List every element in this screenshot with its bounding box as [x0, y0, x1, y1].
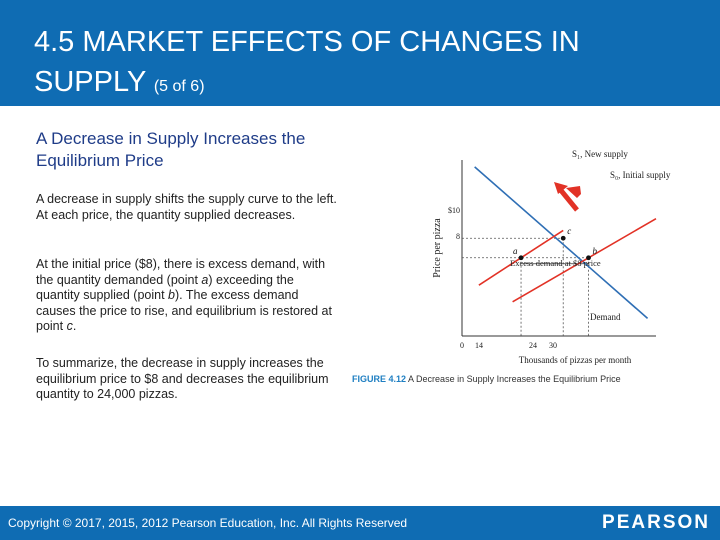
slide-title-sub: (5 of 6) — [153, 78, 205, 95]
p2-text-c: ). The excess demand causes the price to… — [36, 288, 332, 333]
label-excess: Excess demand at $8 price — [510, 258, 601, 268]
y-axis-label: Price per pizza — [432, 218, 443, 278]
paragraph-excess-demand: At the initial price ($8), there is exce… — [36, 257, 341, 335]
paragraph-summary: To summarize, the decrease in supply inc… — [36, 356, 329, 401]
p2-text-b: ) exceeding the quantity supplied (point — [36, 272, 294, 303]
label-s1: S₁, New supply — [572, 149, 628, 159]
chart-svg: Price per pizza Thousands of pizzas per … — [432, 149, 671, 365]
y-tick-8: 8 — [456, 232, 460, 241]
pearson-logo: PEARSON — [602, 512, 710, 533]
label-s1-text: S₁, New supply — [572, 149, 628, 159]
label-s0: S₀, Initial supply — [610, 170, 671, 180]
series-line-0 — [474, 166, 649, 320]
x-tick-30: 30 — [549, 341, 557, 350]
supply-shift-arrow-shaft — [557, 186, 579, 212]
label-s0-text: S₀, Initial supply — [610, 170, 671, 180]
p2-text-a: At the initial price ($8), there is exce… — [36, 257, 326, 287]
header-bar: 4.5 MARKET EFFECTS OF CHANGES IN SUPPLY … — [0, 0, 720, 106]
figure-caption-text: A Decrease in Supply Increases the Equil… — [408, 374, 621, 384]
figure-number: FIGURE 4.12 — [352, 374, 407, 384]
figure-caption: FIGURE 4.12 A Decrease in Supply Increas… — [352, 374, 720, 384]
paragraph-supply-shift: A decrease in supply shifts the supply c… — [36, 192, 337, 222]
label-excess-text: Excess demand at $8 price — [510, 258, 601, 268]
x-axis-label: Thousands of pizzas per month — [519, 355, 632, 365]
point-label-b: b — [593, 246, 598, 256]
label-demand: Demand — [590, 312, 621, 322]
supply-shift-arrow — [566, 186, 581, 198]
copyright-text: Copyright © 2017, 2015, 2012 Pearson Edu… — [8, 516, 408, 530]
point-label-c: c — [567, 226, 571, 236]
p2-point-a: a — [201, 272, 209, 287]
point-b — [586, 255, 591, 261]
x-tick-0: 0 — [460, 341, 464, 350]
x-tick-24: 24 — [529, 341, 537, 350]
point-c — [560, 235, 566, 241]
footer-bar: Copyright © 2017, 2015, 2012 Pearson Edu… — [0, 506, 720, 540]
slide-title: 4.5 MARKET EFFECTS OF CHANGES IN SUPPLY … — [34, 22, 684, 107]
slide-title-main: 4.5 MARKET EFFECTS OF CHANGES IN SUPPLY — [34, 26, 580, 98]
supply-demand-chart: Price per pizza Thousands of pizzas per … — [420, 140, 720, 390]
p2-text-d: . — [72, 319, 77, 333]
y-tick-10: $10 — [448, 206, 460, 215]
section-title: A Decrease in Supply Increases the Equil… — [36, 129, 306, 170]
p2-point-c: c — [66, 319, 73, 333]
p2-point-b: b — [168, 288, 175, 302]
supply-shift-arrow-head — [554, 182, 568, 194]
point-a — [518, 255, 524, 261]
x-tick-14: 14 — [475, 341, 483, 350]
point-label-a: a — [513, 246, 518, 256]
